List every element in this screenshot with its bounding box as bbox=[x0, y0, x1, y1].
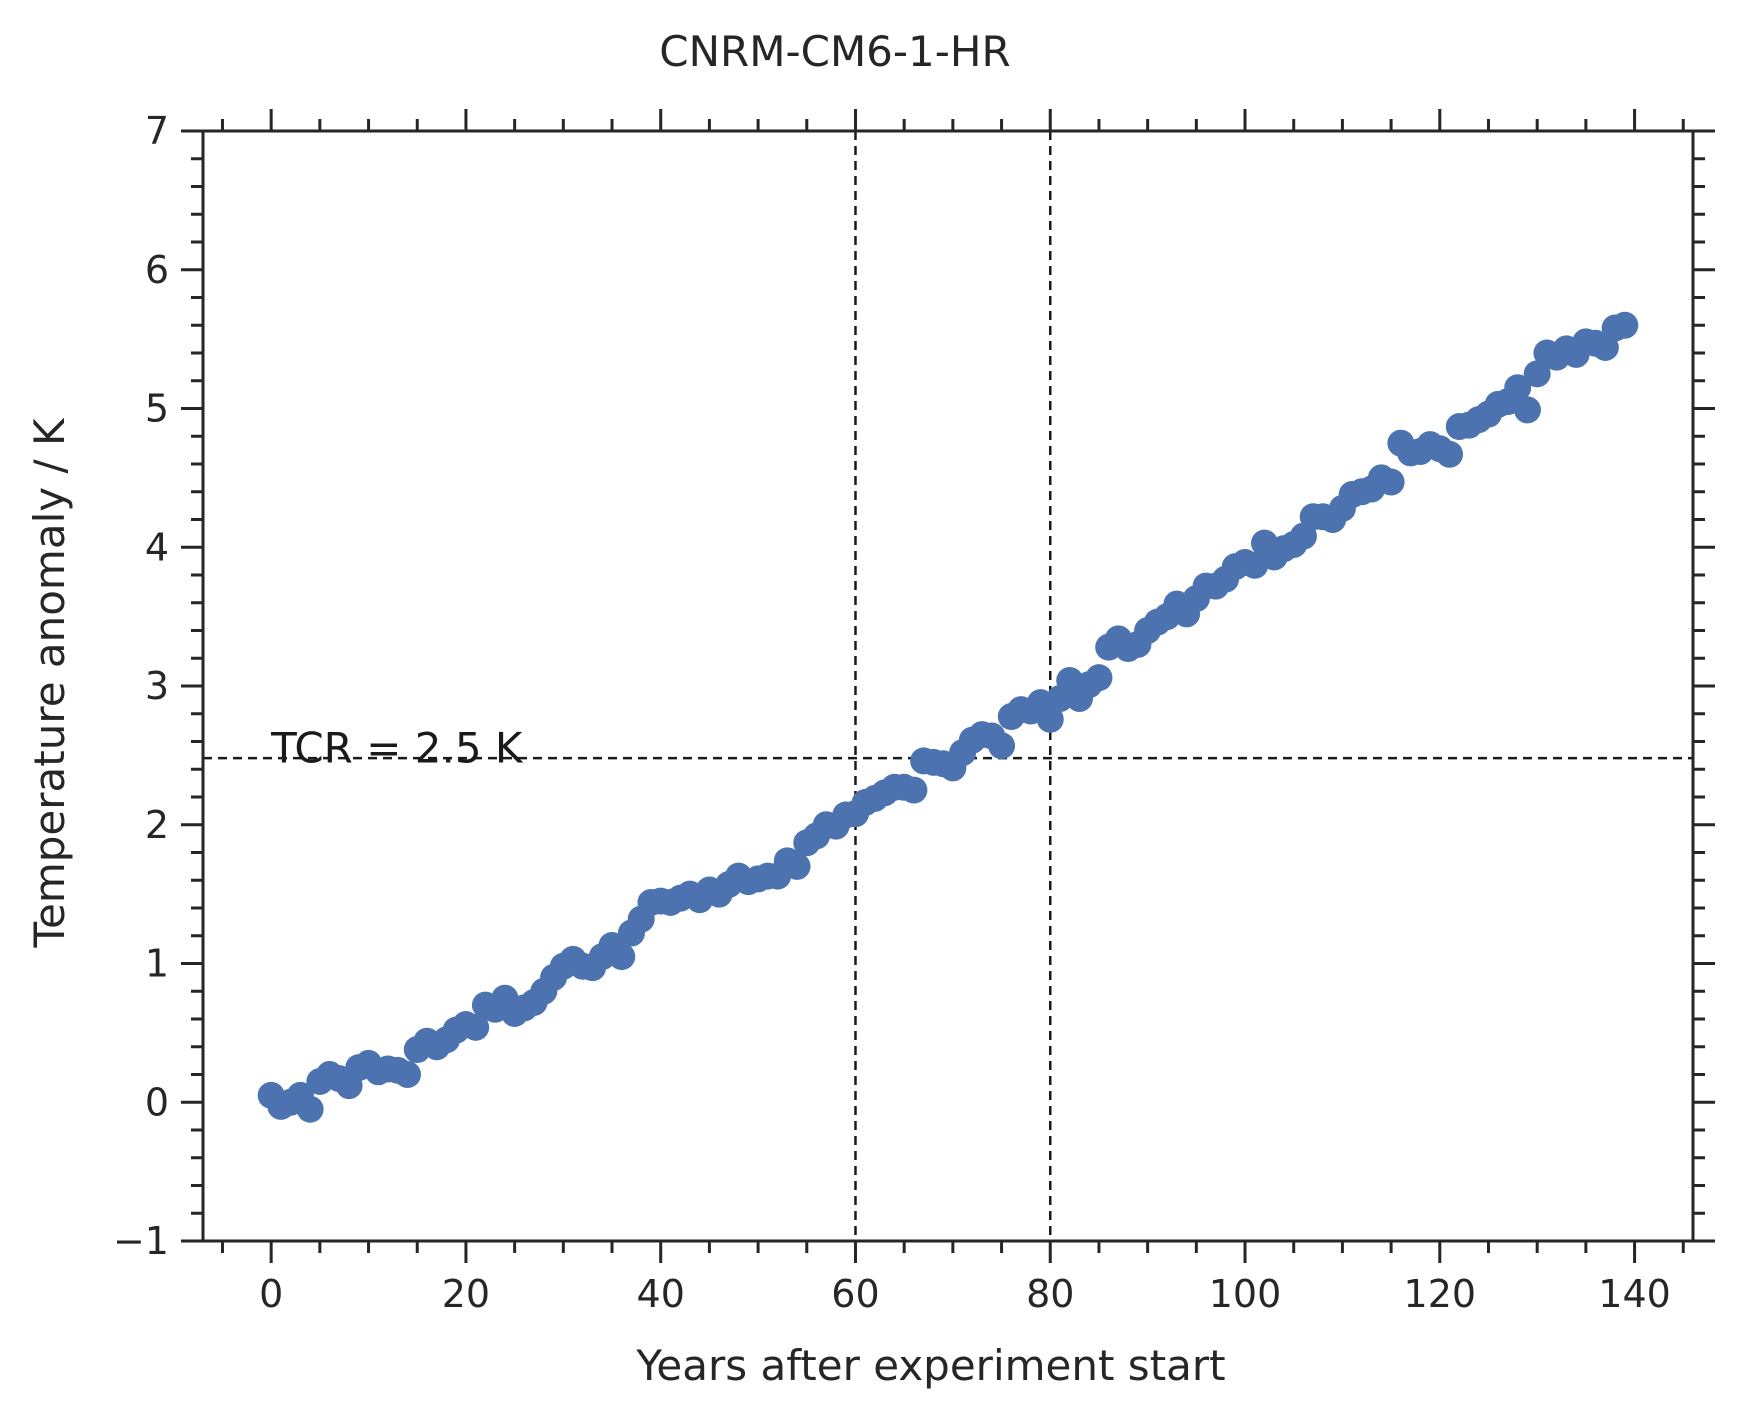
y-axis-label: Temperature anomaly / K bbox=[25, 417, 74, 948]
chart-title: CNRM-CM6-1-HR bbox=[659, 27, 1010, 76]
data-point bbox=[1504, 374, 1532, 402]
data-point bbox=[1611, 311, 1639, 339]
x-tick-label: 100 bbox=[1209, 1272, 1282, 1316]
data-point bbox=[988, 732, 1016, 760]
y-tick-label: 2 bbox=[145, 803, 169, 847]
data-point bbox=[394, 1061, 422, 1088]
data-point bbox=[1523, 360, 1551, 388]
y-tick-label: 6 bbox=[145, 248, 169, 292]
data-point bbox=[608, 943, 636, 971]
y-tick-label: 4 bbox=[145, 525, 169, 569]
data-points bbox=[257, 311, 1639, 1123]
y-tick-label: 7 bbox=[145, 109, 169, 153]
y-tick-label: −1 bbox=[113, 1219, 169, 1263]
x-tick-label: 140 bbox=[1598, 1272, 1671, 1316]
x-tick-label: 20 bbox=[442, 1272, 490, 1316]
reference-lines bbox=[203, 131, 1693, 1241]
data-point bbox=[783, 852, 811, 880]
data-point bbox=[1436, 440, 1464, 468]
tick-labels: 0 20 40 60 80 100 120 140 −1 0 1 2 3 4 5 6 7 bbox=[113, 109, 1671, 1316]
tcr-annotation: TCR = 2.5 K bbox=[270, 723, 524, 772]
x-tick-label: 0 bbox=[259, 1272, 283, 1316]
y-tick-label: 3 bbox=[145, 664, 169, 708]
x-tick-label: 120 bbox=[1404, 1272, 1477, 1316]
data-point bbox=[1036, 705, 1064, 733]
data-point bbox=[1513, 396, 1541, 424]
data-point bbox=[1085, 664, 1113, 692]
data-point bbox=[296, 1095, 324, 1123]
data-point bbox=[900, 776, 928, 804]
y-tick-label: 0 bbox=[145, 1080, 169, 1124]
x-axis-label: Years after experiment start bbox=[635, 1341, 1225, 1390]
y-tick-label: 1 bbox=[145, 942, 169, 986]
x-tick-label: 60 bbox=[831, 1272, 879, 1316]
plot-frame bbox=[201, 129, 1695, 1243]
y-tick-label: 5 bbox=[145, 387, 169, 431]
data-point bbox=[462, 1013, 490, 1041]
axis-ticks bbox=[181, 109, 1715, 1263]
x-tick-label: 40 bbox=[637, 1272, 685, 1316]
data-point bbox=[1377, 468, 1405, 496]
x-tick-label: 80 bbox=[1026, 1272, 1074, 1316]
